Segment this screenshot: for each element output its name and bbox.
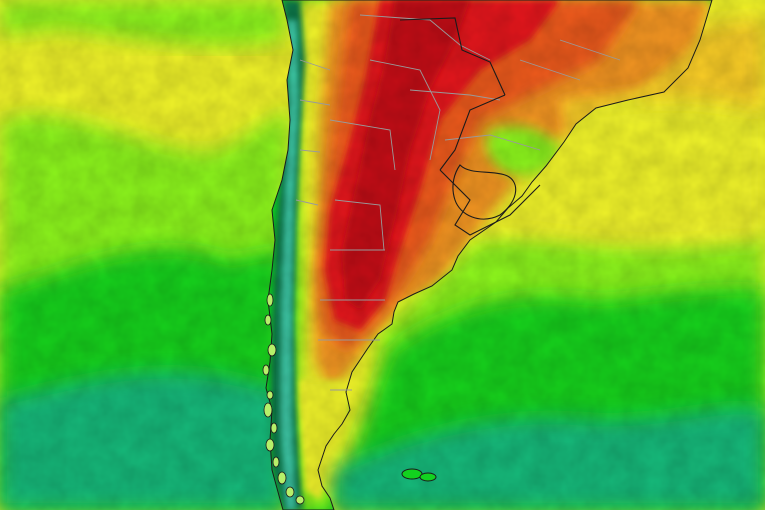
island [295,495,305,505]
provincial-borders [295,14,621,391]
island [264,314,272,326]
island [265,438,275,452]
island [263,402,273,418]
island [262,364,270,376]
island [272,456,280,468]
island [277,471,287,485]
falkland-island [419,472,437,482]
island [270,422,278,434]
national-borders [399,17,541,236]
falkland-island [401,468,423,480]
island [267,343,277,357]
island [266,293,274,307]
falkland-islands [401,468,437,482]
island [266,390,274,400]
borders-layer [262,0,713,510]
chilean-archipelago [262,293,305,505]
coastline [265,0,713,510]
island [285,486,295,498]
